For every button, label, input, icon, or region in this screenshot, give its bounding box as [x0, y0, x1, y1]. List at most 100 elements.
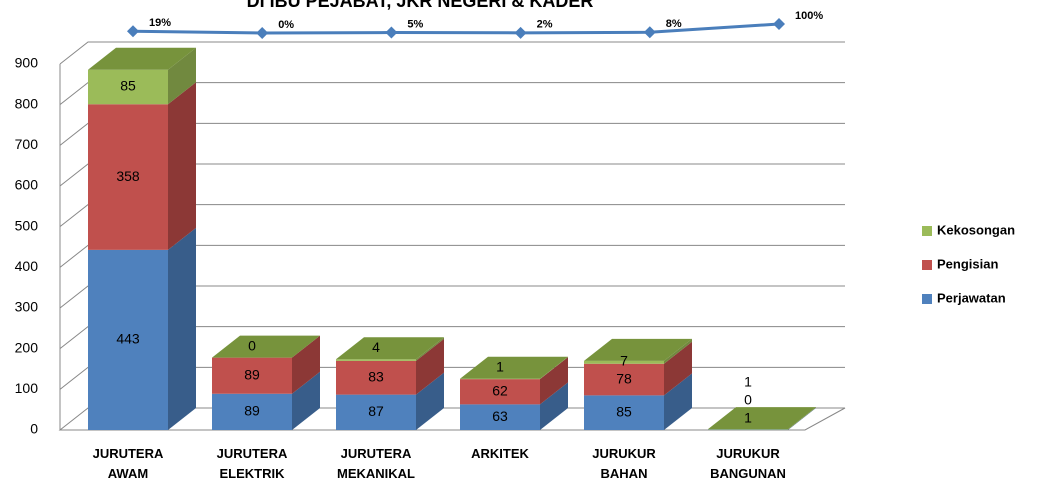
data-label: 4	[372, 339, 380, 355]
line-label: 5%	[407, 18, 423, 30]
x-tick-label: JURUTERA ELEKTRIK	[217, 446, 288, 481]
data-label: 85	[120, 78, 136, 94]
bar-side	[416, 337, 444, 361]
bar-front	[88, 249, 168, 430]
y-tick-label: 100	[15, 380, 39, 396]
bar-side	[292, 371, 320, 430]
data-label: 89	[244, 366, 260, 382]
x-tick-line: MEKANIKAL	[337, 466, 415, 481]
bar-side	[664, 341, 692, 396]
bar-side	[416, 338, 444, 395]
bar-front	[336, 360, 416, 395]
bar-top	[88, 47, 196, 70]
legend-swatch	[922, 226, 932, 236]
x-tick-label: JURUTERA MEKANIKAL	[337, 446, 415, 481]
legend-label: Kekosongan	[937, 222, 1015, 237]
bar-front	[460, 404, 540, 430]
bar-front	[88, 104, 168, 250]
x-tick-line: JURUKUR	[592, 446, 656, 461]
line-label: 19%	[149, 17, 171, 29]
data-label: 1	[744, 409, 752, 425]
bar-side	[540, 356, 568, 380]
x-tick-line: JURUKUR	[716, 446, 780, 461]
x-tick-line: BANGUNAN	[710, 466, 786, 481]
data-label: 0	[744, 391, 752, 407]
x-tick-line: ARKITEK	[471, 446, 529, 461]
y-tick-label: 200	[15, 339, 39, 355]
bar-top	[460, 356, 568, 379]
data-label: 62	[492, 382, 508, 398]
line-marker	[514, 26, 527, 39]
line-label: 2%	[537, 19, 553, 31]
y-tick-label: 0	[30, 421, 38, 437]
data-label: 87	[368, 403, 384, 419]
legend-swatch	[922, 260, 932, 270]
chart-title: DI IBU PEJABAT, JKR NEGERI & KADER	[247, 0, 594, 11]
bar-top	[584, 338, 692, 361]
bar-top	[708, 407, 816, 430]
bar-front	[460, 379, 540, 405]
y-tick-label: 700	[15, 136, 39, 152]
data-label: 7	[620, 352, 628, 368]
bar-front	[584, 360, 664, 364]
data-label: 89	[244, 403, 260, 419]
y-tick-label: 300	[15, 299, 39, 315]
x-tick-label: JURUKUR BANGUNAN	[710, 446, 786, 481]
y-tick-label: 600	[15, 177, 39, 193]
bar-front	[212, 393, 292, 430]
line-marker	[773, 18, 785, 30]
y-tick-label: 900	[15, 55, 39, 71]
y-tick-label: 800	[15, 95, 39, 111]
floor	[58, 407, 846, 431]
bar-side	[416, 372, 444, 430]
data-label: 1	[496, 358, 504, 374]
bar-front	[584, 395, 664, 430]
grid-line	[59, 41, 845, 65]
bar-front	[336, 359, 416, 361]
bar-side	[788, 407, 816, 430]
data-label: 1	[744, 373, 752, 389]
bar-front	[336, 394, 416, 430]
x-tick-line: JURUTERA	[217, 446, 288, 461]
x-tick-line: AWAM	[108, 466, 148, 481]
data-label: 0	[248, 337, 256, 353]
line-marker	[385, 26, 398, 39]
x-tick-line: ELEKTRIK	[220, 466, 286, 481]
bar-side	[788, 407, 816, 430]
bar-front	[88, 69, 168, 105]
line-marker	[643, 26, 656, 39]
bar-side	[168, 47, 196, 105]
line-label: 8%	[666, 18, 682, 30]
bar-front	[212, 357, 292, 394]
legend-label: Perjawatan	[937, 290, 1006, 305]
bar-side	[168, 82, 196, 250]
data-label: 85	[616, 403, 632, 419]
line-label: 100%	[795, 10, 823, 22]
line-marker	[127, 25, 139, 38]
bar-top	[212, 335, 320, 358]
x-tick-line: BAHAN	[601, 466, 648, 481]
x-tick-label: ARKITEK	[471, 446, 529, 461]
x-tick-label: JURUTERA AWAM	[93, 446, 164, 481]
y-tick-label: 500	[15, 217, 39, 233]
bar-top	[336, 337, 444, 360]
line-marker	[256, 27, 269, 39]
line-label: 0%	[278, 19, 294, 31]
legend-label: Pengisian	[937, 256, 998, 271]
data-label: 358	[116, 168, 140, 184]
bar-side	[540, 382, 568, 430]
y-tick-label: 400	[15, 258, 39, 274]
data-label: 443	[116, 331, 140, 347]
x-tick-line: JURUTERA	[93, 446, 164, 461]
legend-swatch	[922, 294, 932, 304]
data-label: 78	[616, 370, 632, 386]
bar-side	[292, 335, 320, 394]
bar-front	[584, 363, 664, 396]
bar-side	[540, 357, 568, 405]
bar-side	[664, 338, 692, 364]
line	[132, 22, 780, 35]
bar-side	[664, 373, 692, 430]
x-tick-line: JURUTERA	[341, 446, 412, 461]
data-label: 63	[492, 408, 508, 424]
